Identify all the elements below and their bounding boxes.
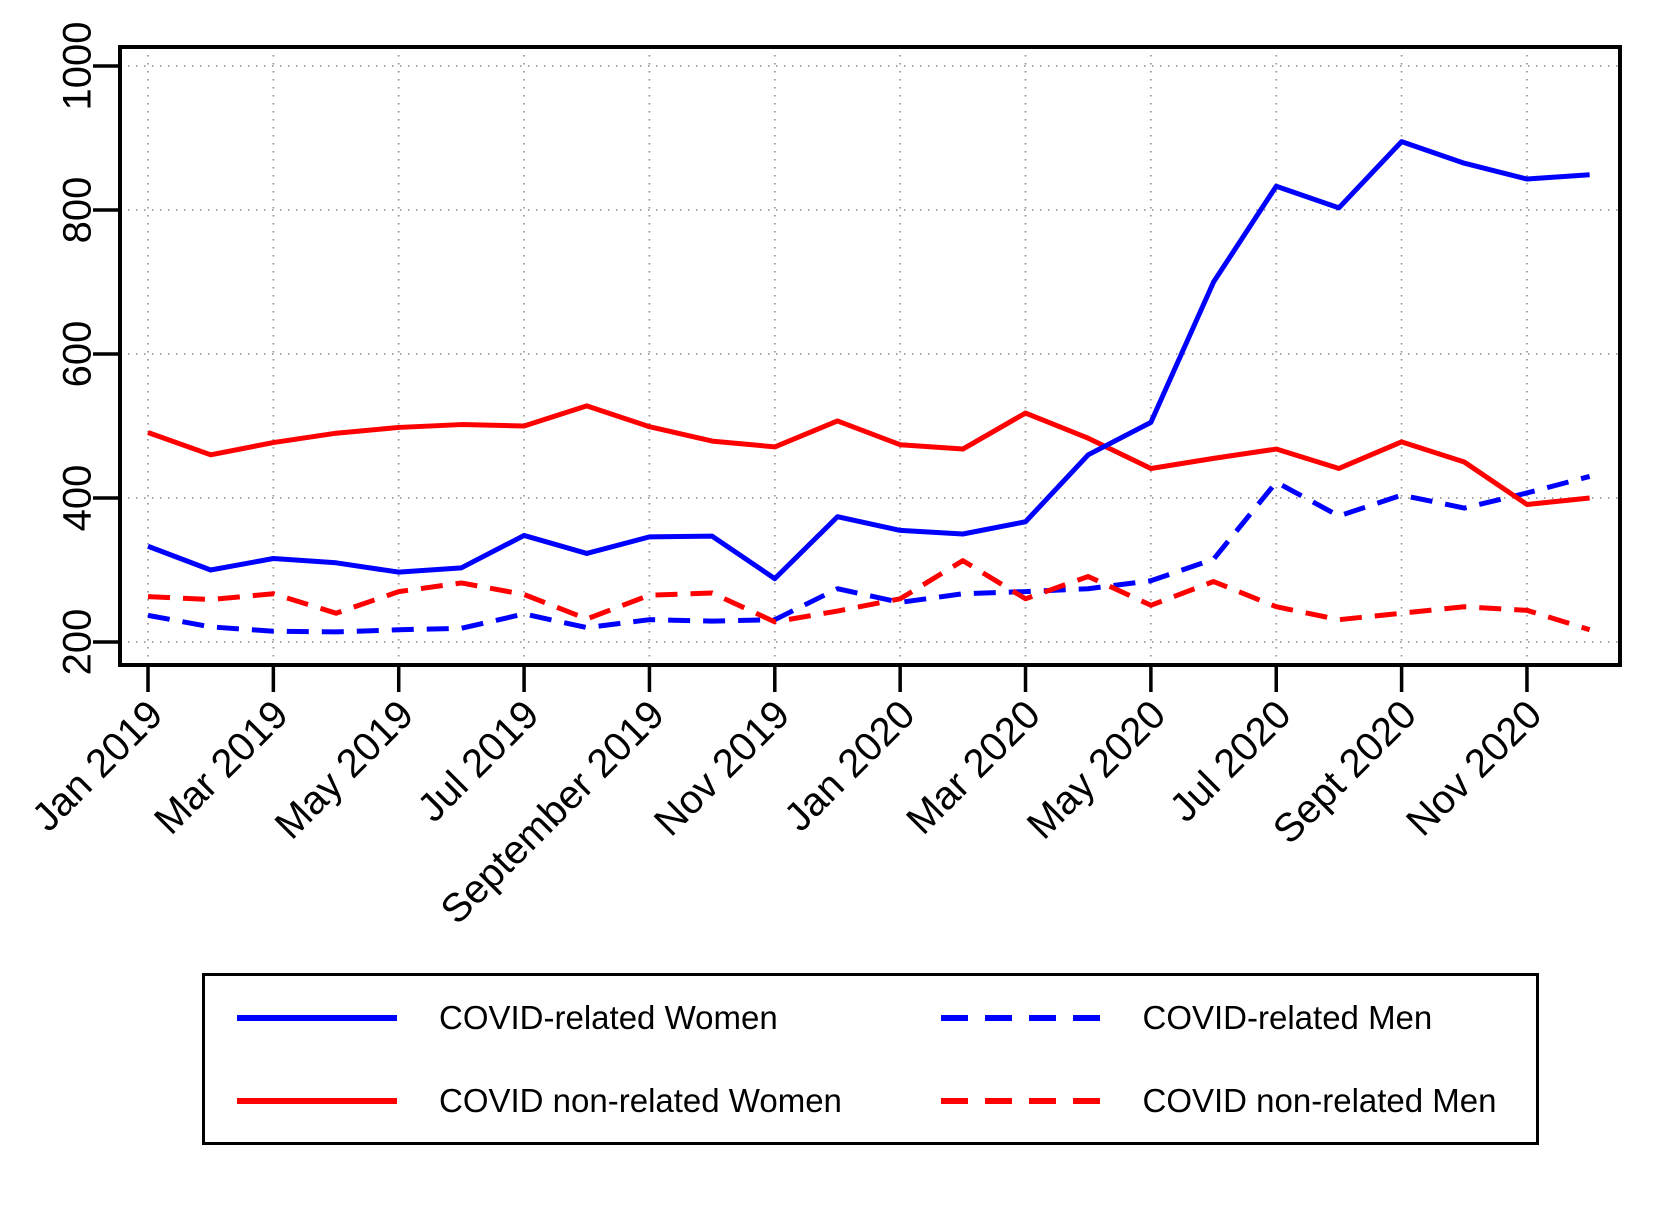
legend-item-covid-nonrelated-women: COVID non-related Women	[205, 1082, 871, 1120]
legend-label: COVID-related Women	[439, 998, 778, 1036]
y-tick-label: 800	[56, 177, 100, 244]
x-tick-label: Jan 2020	[776, 692, 923, 839]
x-tick-label: Nov 2019	[646, 692, 798, 844]
series-line-covid-related-women	[147, 139, 1590, 582]
series-line-covid-non-related-women	[147, 403, 1590, 507]
legend: COVID-related Women COVID-related Men CO…	[202, 973, 1539, 1145]
plot-border	[118, 45, 1622, 667]
y-tick-label: 1000	[56, 22, 100, 111]
legend-swatch-red-dashed-icon	[940, 1097, 1101, 1104]
legend-swatch-red-solid-icon	[237, 1097, 397, 1104]
series-line-covid-related-men	[147, 473, 1591, 635]
x-tick-label: Jan 2019	[24, 692, 171, 839]
y-tick-label: 400	[56, 465, 100, 532]
legend-label: COVID-related Men	[1142, 998, 1433, 1036]
legend-swatch-blue-dashed-icon	[940, 1014, 1101, 1021]
x-tick-label: May 2019	[267, 692, 422, 847]
legend-item-covid-related-women: COVID-related Women	[205, 999, 871, 1037]
legend-label: COVID non-related Men	[1142, 1081, 1497, 1119]
x-tick-label: May 2020	[1019, 692, 1174, 847]
legend-item-covid-related-men: COVID-related Men	[871, 999, 1537, 1037]
x-tick-label: September 2019	[433, 692, 673, 932]
legend-label: COVID non-related Women	[439, 1081, 842, 1119]
legend-swatch-blue-solid-icon	[237, 1014, 397, 1021]
series-line-covid-non-related-men	[147, 558, 1591, 633]
y-tick-label: 600	[56, 321, 100, 388]
legend-item-covid-nonrelated-men: COVID non-related Men	[871, 1082, 1537, 1120]
x-tick-label: Nov 2020	[1398, 692, 1550, 844]
y-tick-label: 200	[56, 609, 100, 676]
